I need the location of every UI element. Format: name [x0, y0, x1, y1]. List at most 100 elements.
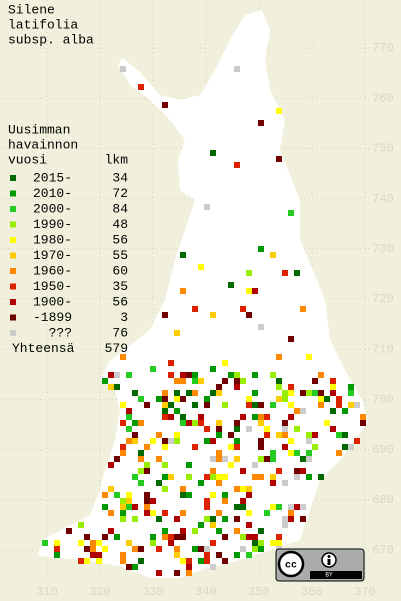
observation-square [162, 414, 168, 420]
svg-text:cc: cc [285, 561, 297, 572]
legend-swatch [10, 206, 16, 212]
observation-square [276, 468, 282, 474]
observation-square [126, 540, 132, 546]
observation-square [252, 288, 258, 294]
legend-heading: Uusimman [8, 122, 70, 137]
observation-square [192, 378, 198, 384]
observation-square [114, 372, 120, 378]
observation-square [114, 492, 120, 498]
observation-square [168, 402, 174, 408]
svg-text:BY: BY [325, 572, 333, 579]
observation-square [138, 468, 144, 474]
observation-square [252, 462, 258, 468]
observation-square [192, 546, 198, 552]
observation-square [312, 378, 318, 384]
observation-square [258, 474, 264, 480]
observation-square [246, 270, 252, 276]
observation-square [120, 516, 126, 522]
legend-swatch [10, 314, 16, 321]
observation-square [258, 120, 264, 126]
observation-square [120, 66, 126, 72]
observation-square [216, 384, 222, 390]
observation-square [234, 444, 240, 450]
observation-square [102, 546, 108, 552]
legend-count: 35 [112, 279, 128, 294]
observation-square [246, 486, 252, 492]
observation-square [234, 528, 240, 534]
observation-square [228, 432, 234, 438]
observation-square [216, 456, 222, 462]
observation-square [174, 546, 180, 552]
observation-square [222, 516, 228, 522]
observation-square [282, 396, 288, 402]
observation-square [198, 546, 204, 552]
observation-square [138, 450, 144, 456]
observation-square [300, 390, 306, 396]
observation-square [162, 486, 168, 492]
observation-square [342, 408, 348, 414]
observation-square [360, 414, 366, 420]
observation-square [270, 456, 276, 462]
observation-square [174, 378, 180, 384]
observation-square [174, 534, 180, 540]
observation-square [234, 378, 240, 384]
observation-square [102, 378, 108, 384]
x-tick-label: 310 [36, 585, 58, 599]
observation-square [240, 534, 246, 540]
observation-square [264, 426, 270, 432]
observation-square [228, 372, 234, 378]
observation-square [234, 552, 240, 558]
observation-square [192, 390, 198, 396]
observation-square [204, 498, 210, 504]
observation-square [108, 384, 114, 390]
observation-square [246, 534, 252, 540]
observation-square [276, 378, 282, 384]
observation-square [210, 366, 216, 372]
observation-square [270, 372, 276, 378]
observation-square [312, 432, 318, 438]
observation-square [150, 540, 156, 546]
observation-square [210, 564, 216, 570]
observation-square [240, 306, 246, 312]
legend-swatch [10, 283, 16, 290]
observation-square [162, 444, 168, 450]
observation-square [258, 546, 264, 552]
observation-square [162, 474, 168, 480]
observation-square [186, 390, 192, 396]
observation-square [306, 474, 312, 480]
legend-label: 1950- [33, 279, 72, 294]
observation-square [150, 366, 156, 372]
observation-square [126, 372, 132, 378]
observation-square [294, 270, 300, 276]
observation-square [150, 534, 156, 540]
observation-square [348, 402, 354, 408]
observation-square [300, 468, 306, 474]
observation-square [282, 522, 288, 528]
title-line: latifolia [8, 17, 78, 32]
observation-square [156, 570, 162, 576]
observation-square [150, 510, 156, 516]
title-line: Silene [8, 2, 55, 17]
observation-square [222, 474, 228, 480]
observation-square [288, 516, 294, 522]
observation-square [180, 510, 186, 516]
observation-square [186, 474, 192, 480]
legend-count: 48 [112, 217, 128, 232]
legend-heading: havainnon [8, 137, 78, 152]
observation-square [222, 558, 228, 564]
legend-label: 2010- [33, 186, 72, 201]
observation-square [174, 438, 180, 444]
observation-square [204, 516, 210, 522]
observation-square [162, 510, 168, 516]
observation-square [108, 528, 114, 534]
y-tick-label: 670 [372, 543, 394, 557]
observation-square [270, 480, 276, 486]
observation-square [90, 552, 96, 558]
observation-square [204, 396, 210, 402]
observation-square [126, 414, 132, 420]
observation-square [306, 432, 312, 438]
observation-square [162, 102, 168, 108]
observation-square [318, 372, 324, 378]
observation-square [318, 402, 324, 408]
observation-square [120, 354, 126, 360]
